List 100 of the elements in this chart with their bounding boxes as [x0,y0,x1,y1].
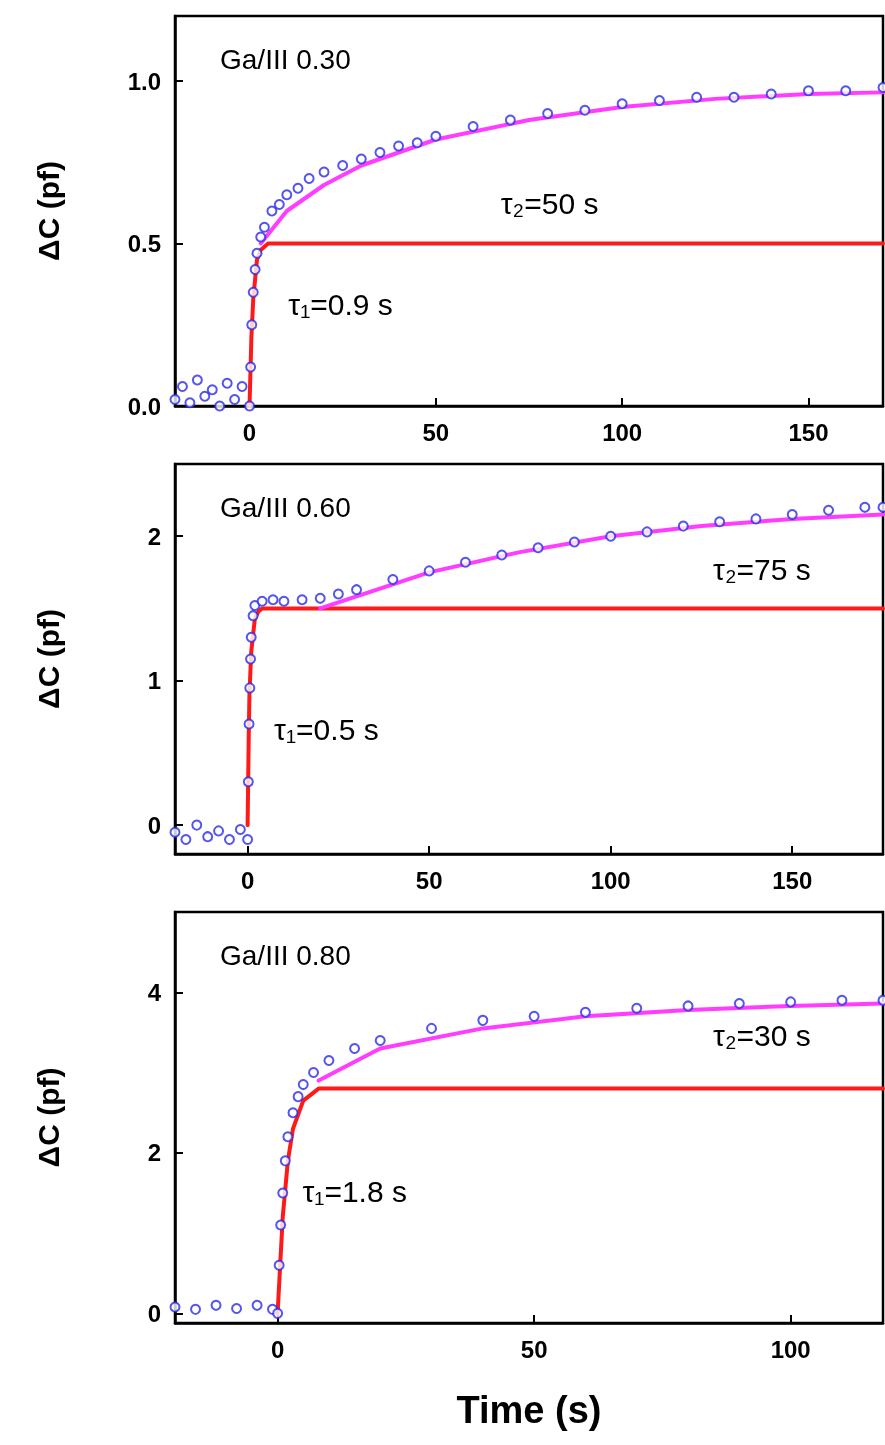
point [387,574,399,586]
point [279,1155,291,1167]
point [214,400,226,412]
point [281,189,293,201]
point [459,556,471,568]
y-tick-label: 0 [147,811,161,839]
y-axis-title: ΔC (pf) [31,609,65,709]
point [275,1219,287,1231]
point [430,130,442,142]
point [332,588,344,600]
point [528,1010,540,1022]
point [568,536,580,548]
point [184,397,196,409]
point [273,1259,285,1271]
point [243,718,255,730]
point [467,121,479,132]
point [229,394,241,405]
x-tick-label: 100 [602,418,643,446]
point [297,1079,309,1091]
x-tick-label: 100 [770,1335,811,1363]
annotation: τ₁=0.5 s [274,712,379,746]
point [641,526,653,538]
point [244,400,256,412]
point [579,1006,591,1018]
y-tick-label: 0.0 [127,392,161,420]
text: Ga/III 0.80 [220,939,351,971]
point [351,584,363,596]
point [258,221,270,233]
point [504,114,516,126]
point [287,1107,299,1119]
point [314,592,326,604]
point [337,160,349,171]
point [579,104,591,116]
x-tick-label: 100 [590,866,631,894]
x-tick-label: 0 [242,418,257,446]
point [355,153,367,165]
point [393,140,405,152]
point [246,319,258,331]
point [426,1022,438,1034]
y-tick-label: 2 [147,1139,161,1167]
x-tick-label: 150 [788,418,829,446]
point [247,610,259,622]
point [249,264,261,275]
point [323,1055,335,1066]
point [242,776,254,788]
point [247,286,259,298]
point [477,1014,489,1026]
point [169,826,181,838]
point [859,501,871,513]
point [245,361,257,373]
x-tick-label: 50 [422,418,450,446]
point [234,823,246,835]
point [282,1131,294,1143]
point [691,91,703,103]
text: Ga/III 0.60 [220,491,351,523]
point [266,205,278,217]
point [221,377,233,389]
x-tick-label: 0 [270,1335,285,1363]
point [296,594,308,606]
point [785,996,797,1008]
y-axis-title: ΔC (pf) [31,1067,65,1168]
point [251,247,263,259]
y-tick-label: 4 [147,978,162,1006]
point [223,834,235,846]
point [733,998,745,1010]
point [292,1091,304,1103]
point [682,1000,694,1012]
point [423,565,435,577]
annotation: τ₂=50 s [500,186,599,220]
point [292,182,304,194]
point [180,834,192,846]
point [169,394,181,405]
y-tick-label: 2 [147,522,161,550]
point [169,1301,181,1313]
point [273,199,285,210]
annotation: τ₂=75 s [713,552,811,586]
point [840,85,852,97]
point [318,166,330,178]
point [765,88,777,100]
point [303,173,315,184]
point [411,137,423,149]
y-tick-label: 0 [147,1299,161,1327]
y-tick-label: 1.0 [127,67,161,95]
point [349,1042,361,1054]
annotation: τ₂=30 s [713,1018,811,1052]
point [677,520,689,532]
point [786,509,798,521]
x-tick-label: 150 [772,866,813,894]
point [210,1299,222,1311]
point [750,513,762,525]
point [605,530,617,542]
point [251,1299,263,1311]
point [256,595,268,607]
point [496,549,508,561]
point [236,381,248,392]
point [190,1303,202,1315]
point [176,381,188,392]
point [191,819,203,831]
point [308,1067,320,1079]
point [616,98,628,110]
